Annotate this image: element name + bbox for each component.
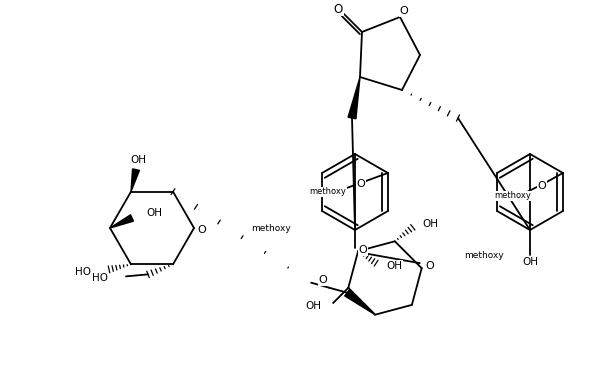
Text: HO: HO — [92, 274, 108, 283]
Text: O: O — [400, 6, 408, 16]
Text: O: O — [357, 179, 365, 189]
Text: O: O — [333, 3, 343, 16]
Text: OH: OH — [522, 257, 538, 267]
Text: methoxy: methoxy — [251, 223, 291, 233]
Text: methoxy: methoxy — [309, 188, 346, 196]
Polygon shape — [110, 215, 133, 228]
Text: O: O — [197, 225, 207, 235]
Text: O: O — [426, 261, 434, 271]
Polygon shape — [131, 169, 140, 192]
Text: O: O — [359, 245, 367, 255]
Text: OH: OH — [130, 155, 146, 165]
Text: HO: HO — [75, 267, 91, 277]
Polygon shape — [344, 290, 375, 315]
Polygon shape — [348, 77, 360, 119]
Text: O: O — [319, 275, 328, 285]
Text: methoxy: methoxy — [464, 251, 504, 261]
Text: OH: OH — [386, 261, 402, 271]
Text: O: O — [538, 181, 546, 191]
Text: OH: OH — [305, 301, 321, 311]
Text: methoxy: methoxy — [494, 191, 531, 201]
Text: OH: OH — [146, 208, 162, 218]
Text: OH: OH — [423, 219, 439, 229]
